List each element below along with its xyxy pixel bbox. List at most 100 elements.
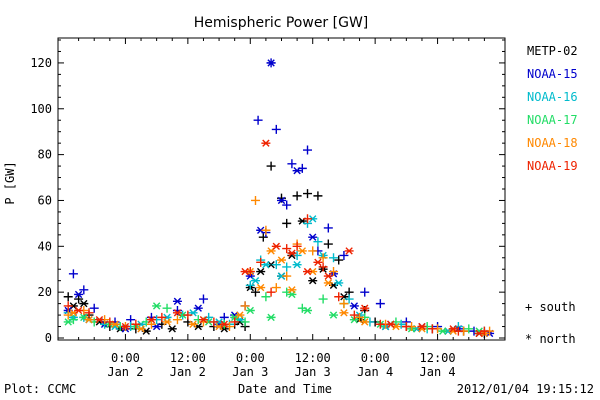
point-noaa-16-south <box>329 253 339 263</box>
point-noaa-19-south <box>256 257 266 267</box>
point-noaa-15-south <box>79 285 89 295</box>
point-noaa-19-north <box>198 315 208 324</box>
point-noaa-19-south <box>427 324 437 334</box>
point-metp-02-south <box>292 191 302 201</box>
point-noaa-17-south <box>318 294 328 304</box>
y-tick-label: 120 <box>30 56 52 70</box>
point-noaa-18-south <box>339 299 349 309</box>
point-noaa-16-south <box>313 237 323 247</box>
point-noaa-17-south <box>240 317 250 327</box>
point-noaa-19-north <box>303 267 313 276</box>
point-noaa-15-north <box>277 196 286 205</box>
point-noaa-15-south <box>375 299 385 309</box>
footer-right: 2012/01/04 19:15:12 <box>457 382 594 396</box>
point-noaa-18-north <box>188 320 198 328</box>
point-noaa-19-south <box>334 292 344 302</box>
point-noaa-19-north <box>386 320 396 328</box>
marker-legend: + south * north <box>525 300 576 346</box>
point-noaa-15-south <box>198 294 208 304</box>
point-noaa-18-north <box>339 309 349 317</box>
point-noaa-18-north <box>235 311 245 319</box>
point-noaa-19-north <box>474 329 484 338</box>
y-tick-label: 40 <box>38 239 52 253</box>
point-noaa-17-south <box>261 292 271 302</box>
point-noaa-18-north <box>287 286 297 294</box>
point-noaa-15-south <box>360 287 370 297</box>
legend-entry: NOAA-16 <box>527 90 578 104</box>
point-noaa-19-north <box>360 304 370 312</box>
point-noaa-15-south <box>68 269 78 279</box>
point-noaa-18-north <box>297 247 307 255</box>
footer-center: Date and Time <box>238 382 332 396</box>
point-noaa-19-south <box>401 322 411 332</box>
point-noaa-15-north <box>266 59 276 67</box>
point-metp-02-south <box>334 255 344 265</box>
point-noaa-17-north <box>152 302 162 310</box>
chart-title: Hemispheric Power [GW] <box>194 15 369 31</box>
point-noaa-17-south <box>464 324 474 334</box>
point-noaa-19-north <box>313 258 323 267</box>
point-noaa-19-north <box>271 242 281 251</box>
point-noaa-19-south <box>230 317 240 327</box>
point-noaa-18-north <box>360 318 370 326</box>
x-tick-time-label: 12:00 <box>295 351 331 365</box>
point-metp-02-north <box>308 276 318 285</box>
footer-left: Plot: CCMC <box>4 382 76 396</box>
point-metp-02-north <box>79 299 89 308</box>
point-metp-02-south <box>313 191 323 201</box>
point-noaa-16-south <box>271 260 281 270</box>
point-metp-02-south <box>63 292 73 302</box>
point-noaa-15-south <box>89 303 99 313</box>
legend: METP-02 NOAA-15 NOAA-16 NOAA-17 NOAA-18 NOAA-… <box>527 44 578 173</box>
x-tick-time-label: 0:00 <box>236 351 265 365</box>
x-tick-time-label: 0:00 <box>111 351 140 365</box>
point-noaa-15-north <box>292 166 302 175</box>
point-metp-02-north <box>256 267 266 276</box>
point-noaa-17-north <box>245 306 255 315</box>
point-noaa-19-north <box>172 309 182 317</box>
point-noaa-18-north <box>162 318 172 326</box>
data-points <box>63 58 495 338</box>
point-noaa-15-south <box>339 250 349 260</box>
point-noaa-18-north <box>323 279 333 287</box>
point-noaa-19-north <box>344 247 354 255</box>
point-metp-02-south <box>258 232 268 242</box>
point-noaa-19-north <box>146 315 156 324</box>
point-noaa-19-north <box>74 306 84 315</box>
x-tick-date-label: Jan 3 <box>232 365 268 379</box>
point-noaa-16-south <box>245 280 255 290</box>
point-noaa-18-south <box>355 312 365 322</box>
plot-frame <box>57 37 506 341</box>
point-noaa-18-north <box>136 325 146 333</box>
legend-entry: NOAA-15 <box>527 67 578 81</box>
point-noaa-15-south <box>282 200 292 210</box>
point-noaa-15-south <box>271 124 281 134</box>
point-noaa-17-north <box>63 318 73 326</box>
point-metp-02-south <box>250 287 260 297</box>
point-noaa-19-south <box>303 214 313 224</box>
point-noaa-18-north <box>256 283 266 292</box>
point-noaa-18-north <box>277 256 286 264</box>
point-noaa-16-north <box>250 276 260 285</box>
legend-entry: NOAA-17 <box>527 113 578 127</box>
point-noaa-18-south <box>329 267 339 277</box>
point-noaa-19-south <box>375 319 385 329</box>
point-metp-02-north <box>167 325 177 333</box>
point-noaa-15-south <box>253 115 263 125</box>
point-noaa-19-north <box>323 272 333 280</box>
point-noaa-19-south <box>209 317 219 327</box>
y-tick-label: 100 <box>30 102 52 116</box>
point-noaa-15-north <box>349 302 359 310</box>
x-tick-date-label: Jan 2 <box>107 365 143 379</box>
point-noaa-15-south <box>323 223 333 233</box>
marker-legend-entry: + south <box>525 300 576 314</box>
point-metp-02-south <box>282 218 292 228</box>
point-noaa-19-south <box>131 319 141 329</box>
point-metp-02-south <box>74 294 84 304</box>
point-noaa-19-north <box>287 249 297 257</box>
y-tick-label: 0 <box>45 331 52 345</box>
point-noaa-16-north <box>334 279 344 287</box>
point-noaa-17-north <box>266 313 276 322</box>
point-noaa-18-south <box>250 195 260 205</box>
point-noaa-18-south <box>146 319 156 329</box>
